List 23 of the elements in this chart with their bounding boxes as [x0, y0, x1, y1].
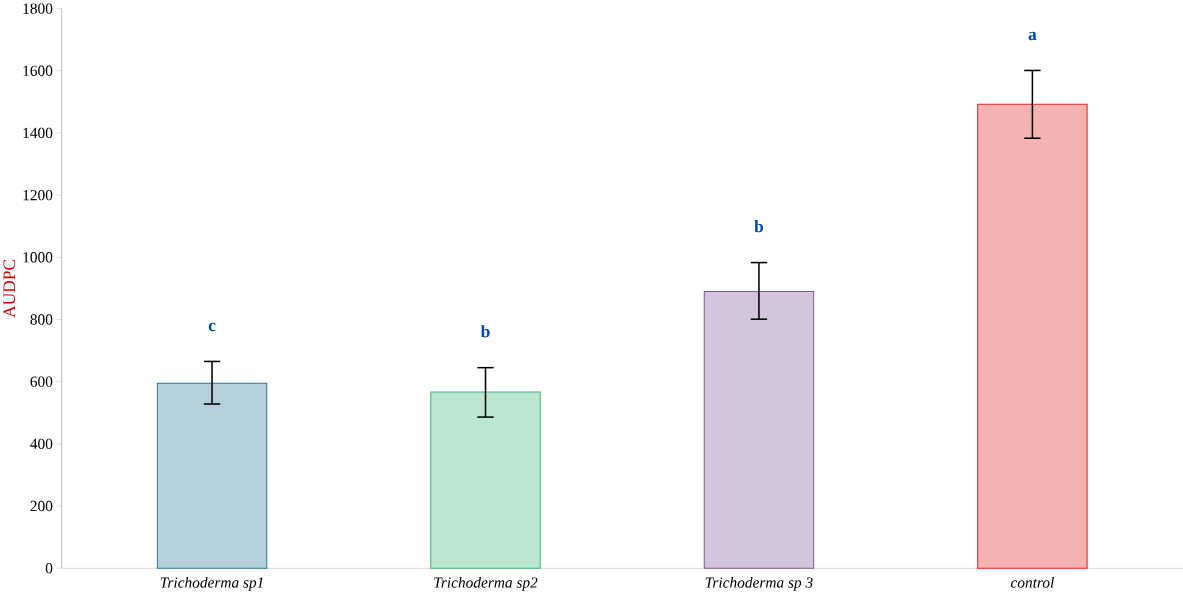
y-tick-label: 800 [30, 314, 53, 325]
y-axis-title: AUDPC [3, 259, 16, 318]
bar [703, 290, 815, 569]
annotation: b [480, 325, 490, 338]
x-tick-label: control [1010, 576, 1054, 588]
y-tick-label: 200 [30, 500, 53, 512]
y-tick-label: 1800 [23, 3, 53, 14]
y-tick-label: 400 [30, 438, 53, 449]
y-tick-label: 1600 [23, 65, 53, 76]
annotation: c [208, 322, 216, 332]
x-tick-label: Trichoderma sp 3 [705, 576, 813, 591]
y-tick-label: 1200 [23, 189, 53, 201]
y-tick-label: 1400 [23, 127, 53, 138]
y-tick-label: 600 [30, 376, 53, 387]
annotation: b [754, 219, 764, 233]
y-tick-label: 0 [45, 562, 53, 574]
bar [430, 391, 541, 569]
x-tick-label: Trichoderma sp2 [434, 576, 538, 591]
bar [156, 382, 268, 569]
y-tick-label: 1000 [23, 251, 53, 263]
bar [977, 103, 1088, 569]
x-tick-label: Trichoderma sp1 [160, 576, 263, 591]
annotation: a [1028, 31, 1037, 41]
